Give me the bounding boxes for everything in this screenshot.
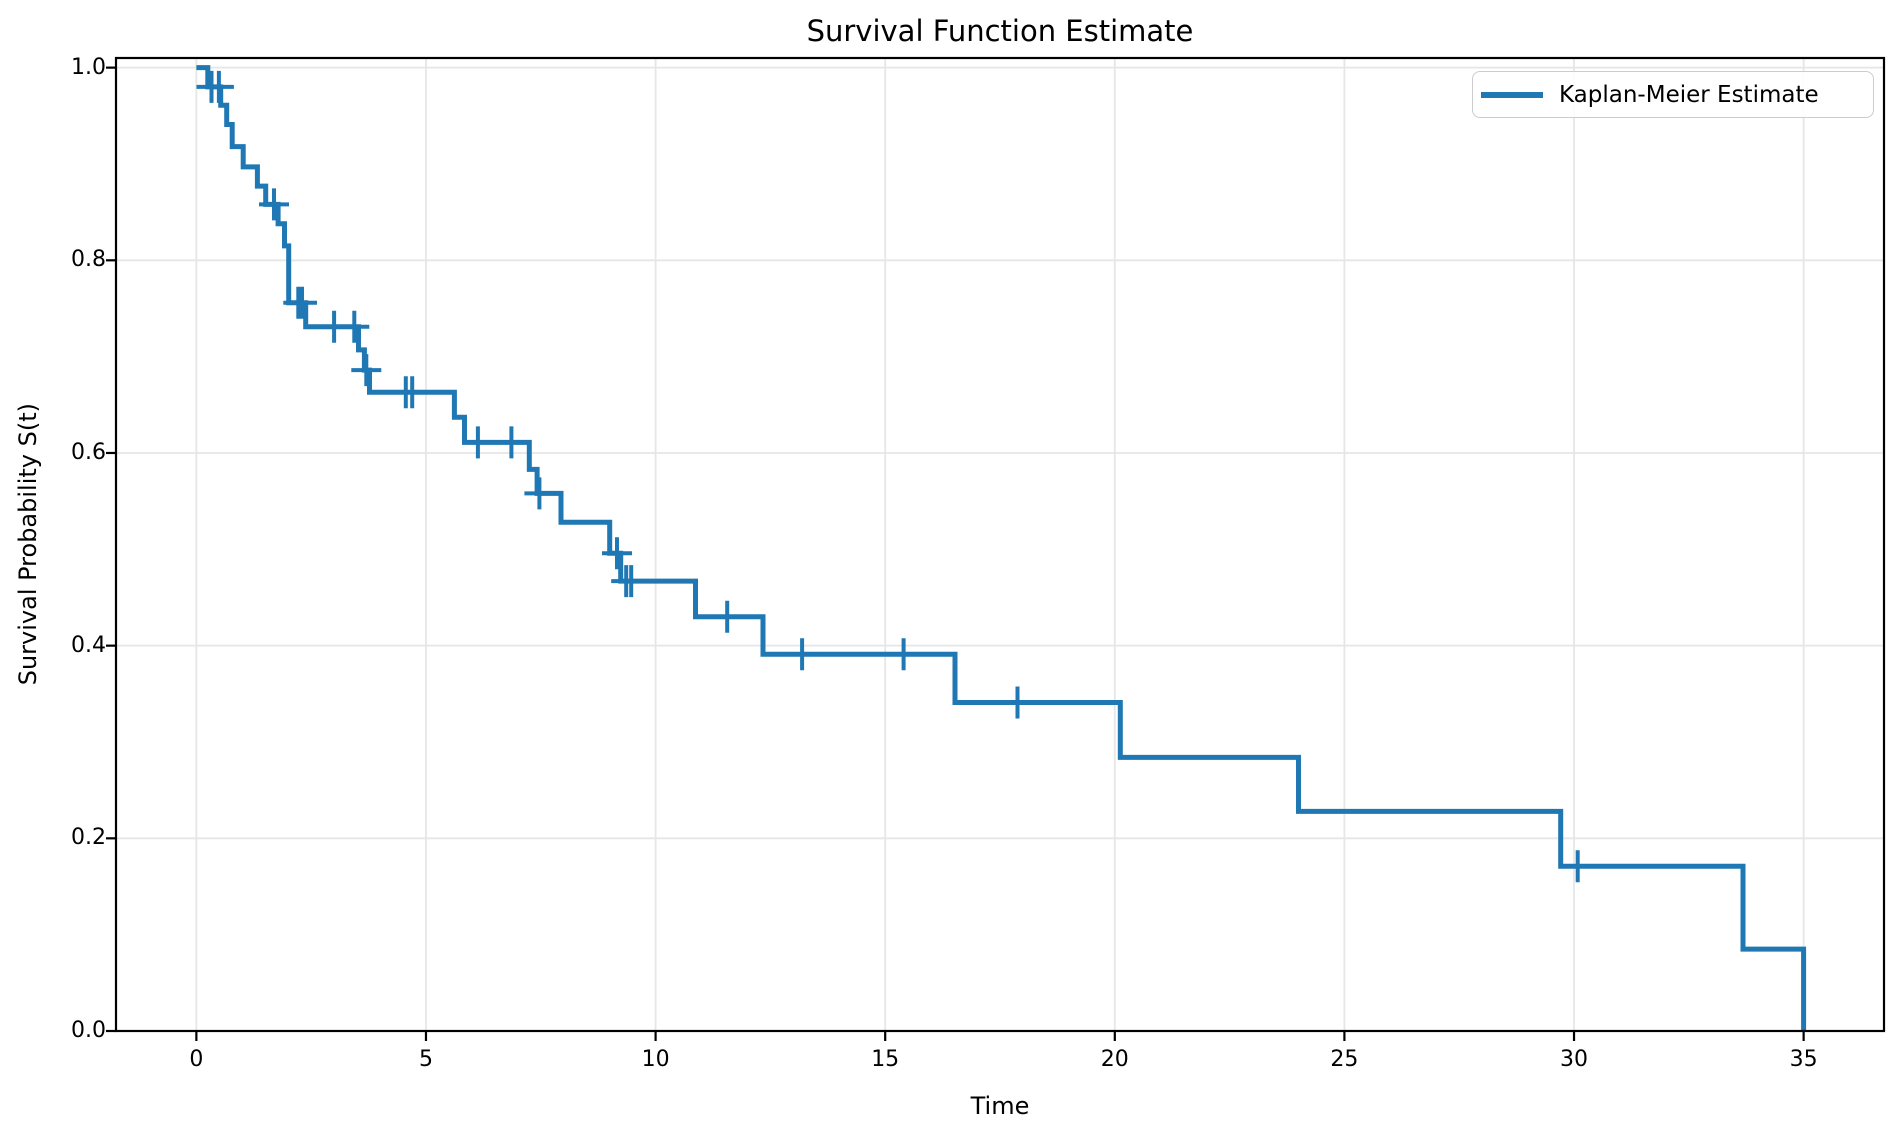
- y-axis-label-wrap: Survival Probability S(t): [6, 58, 50, 1031]
- x-tick-label: 15: [871, 1047, 900, 1072]
- x-tick-label: 20: [1100, 1047, 1129, 1072]
- y-tick-label: 0.0: [71, 1018, 106, 1043]
- chart-title: Survival Function Estimate: [806, 14, 1194, 48]
- grid-lines: [116, 58, 1884, 1031]
- x-tick-label: 35: [1789, 1047, 1818, 1072]
- legend-line-sample: [1481, 91, 1543, 98]
- axes-border: [114, 56, 1886, 1033]
- censor-marks: [196, 70, 1593, 883]
- plot-area: [106, 56, 1886, 1041]
- y-tick-label: 0.2: [71, 825, 106, 851]
- legend: Kaplan-Meier Estimate: [1472, 71, 1874, 118]
- axis-ticks: [106, 66, 1805, 1041]
- km-curve-path: [196, 65, 1807, 1031]
- y-tick-label: 0.4: [71, 632, 106, 658]
- legend-label: Kaplan-Meier Estimate: [1559, 81, 1819, 108]
- y-tick-label: 1.0: [71, 54, 106, 80]
- x-tick-label: 0: [189, 1047, 204, 1072]
- x-tick-label: 5: [418, 1047, 433, 1072]
- x-tick-label: 10: [641, 1047, 670, 1072]
- x-axis-label: Time: [970, 1092, 1030, 1120]
- y-tick-label: 0.6: [71, 439, 106, 465]
- axes-spines: [114, 56, 1886, 1033]
- km-curve: [196, 65, 1807, 1031]
- x-tick-label: 30: [1560, 1047, 1589, 1072]
- y-tick-label: 0.8: [71, 247, 106, 273]
- x-tick-label: 25: [1330, 1047, 1359, 1072]
- censor-plus-marks: [196, 70, 1593, 883]
